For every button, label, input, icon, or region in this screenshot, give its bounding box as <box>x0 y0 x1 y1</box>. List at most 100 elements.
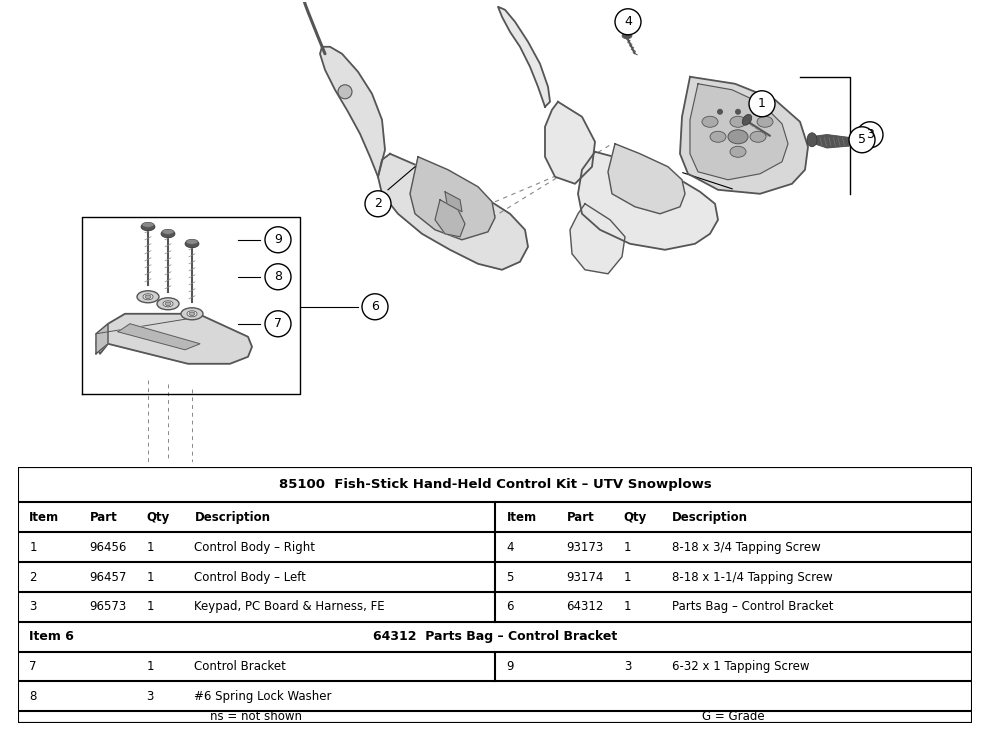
Text: Qty: Qty <box>147 511 170 524</box>
Text: 9: 9 <box>507 660 514 673</box>
Text: 85100  Fish-Stick Hand-Held Control Kit – UTV Snowplows: 85100 Fish-Stick Hand-Held Control Kit –… <box>278 478 712 491</box>
Text: 1: 1 <box>147 600 154 613</box>
Text: 8-18 x 1-1/4 Tapping Screw: 8-18 x 1-1/4 Tapping Screw <box>671 571 833 583</box>
Circle shape <box>338 85 352 99</box>
Text: 93173: 93173 <box>566 541 604 554</box>
Ellipse shape <box>181 308 203 320</box>
Ellipse shape <box>161 230 175 238</box>
Circle shape <box>717 109 723 115</box>
Text: 7: 7 <box>30 660 37 673</box>
Text: 8-18 x 3/4 Tapping Screw: 8-18 x 3/4 Tapping Screw <box>671 541 821 554</box>
Circle shape <box>752 109 758 115</box>
Text: 2: 2 <box>374 197 382 210</box>
Text: Part: Part <box>89 511 117 524</box>
Ellipse shape <box>157 298 179 310</box>
Polygon shape <box>96 314 252 364</box>
Circle shape <box>265 227 291 253</box>
Polygon shape <box>498 7 550 107</box>
Polygon shape <box>435 200 465 237</box>
Text: Control Body – Left: Control Body – Left <box>194 571 306 583</box>
Text: 96456: 96456 <box>89 541 127 554</box>
Text: 1: 1 <box>147 571 154 583</box>
Text: 9: 9 <box>274 234 282 246</box>
Text: Item: Item <box>30 511 59 524</box>
Ellipse shape <box>757 116 773 127</box>
Ellipse shape <box>187 311 197 317</box>
Text: Part: Part <box>566 511 594 524</box>
Circle shape <box>857 122 883 147</box>
Circle shape <box>265 264 291 290</box>
Text: 93174: 93174 <box>566 571 604 583</box>
Ellipse shape <box>742 115 751 126</box>
Text: Parts Bag – Control Bracket: Parts Bag – Control Bracket <box>671 600 833 613</box>
Circle shape <box>615 9 641 35</box>
Polygon shape <box>545 101 595 184</box>
Text: 6: 6 <box>371 300 379 313</box>
Text: 6-32 x 1 Tapping Screw: 6-32 x 1 Tapping Screw <box>671 660 809 673</box>
Polygon shape <box>445 192 462 212</box>
Ellipse shape <box>189 312 195 315</box>
Ellipse shape <box>186 239 198 245</box>
Text: #6 Spring Lock Washer: #6 Spring Lock Washer <box>194 690 332 703</box>
Ellipse shape <box>750 131 766 142</box>
Text: 3: 3 <box>866 128 874 142</box>
Text: Description: Description <box>194 511 270 524</box>
Text: 1: 1 <box>147 660 154 673</box>
Text: 5: 5 <box>507 571 514 583</box>
Ellipse shape <box>728 130 748 144</box>
Ellipse shape <box>143 293 153 300</box>
Text: 1: 1 <box>624 571 632 583</box>
Ellipse shape <box>163 301 173 307</box>
Polygon shape <box>378 154 528 270</box>
Ellipse shape <box>710 131 726 142</box>
Circle shape <box>362 293 388 320</box>
Text: 5: 5 <box>858 134 866 146</box>
Text: Qty: Qty <box>624 511 647 524</box>
Text: Item: Item <box>507 511 537 524</box>
Text: ns = not shown: ns = not shown <box>211 710 302 723</box>
Ellipse shape <box>807 133 817 147</box>
Polygon shape <box>812 135 854 147</box>
Text: 1: 1 <box>624 541 632 554</box>
Text: 3: 3 <box>147 690 154 703</box>
Ellipse shape <box>145 295 151 299</box>
Text: G = Grade: G = Grade <box>702 710 765 723</box>
Circle shape <box>735 109 741 115</box>
Polygon shape <box>578 152 718 250</box>
Polygon shape <box>320 47 385 177</box>
Circle shape <box>849 127 875 153</box>
Circle shape <box>265 311 291 337</box>
Ellipse shape <box>141 223 155 231</box>
Text: 3: 3 <box>624 660 632 673</box>
Text: 3: 3 <box>30 600 37 613</box>
Ellipse shape <box>165 302 171 306</box>
Text: 96457: 96457 <box>89 571 127 583</box>
Polygon shape <box>680 77 808 193</box>
Text: Keypad, PC Board & Harness, FE: Keypad, PC Board & Harness, FE <box>194 600 385 613</box>
Polygon shape <box>608 144 685 214</box>
Text: Description: Description <box>671 511 747 524</box>
Polygon shape <box>118 324 200 350</box>
Polygon shape <box>96 324 108 354</box>
Ellipse shape <box>185 239 199 247</box>
Text: 1: 1 <box>30 541 37 554</box>
Ellipse shape <box>730 146 746 157</box>
Text: Item 6: Item 6 <box>30 630 74 643</box>
Ellipse shape <box>622 33 632 39</box>
Ellipse shape <box>162 229 174 234</box>
Text: 8: 8 <box>274 270 282 283</box>
Circle shape <box>365 191 391 217</box>
Text: 2: 2 <box>30 571 37 583</box>
Text: 1: 1 <box>758 97 766 110</box>
Text: 1: 1 <box>624 600 632 613</box>
Text: 4: 4 <box>624 15 632 28</box>
Ellipse shape <box>137 291 159 303</box>
Text: 1: 1 <box>147 541 154 554</box>
Text: Control Body – Right: Control Body – Right <box>194 541 316 554</box>
Circle shape <box>749 91 775 117</box>
Polygon shape <box>690 84 788 180</box>
Text: 6: 6 <box>507 600 514 613</box>
Ellipse shape <box>702 116 718 127</box>
Text: 64312  Parts Bag – Control Bracket: 64312 Parts Bag – Control Bracket <box>373 630 617 643</box>
Polygon shape <box>570 204 625 274</box>
